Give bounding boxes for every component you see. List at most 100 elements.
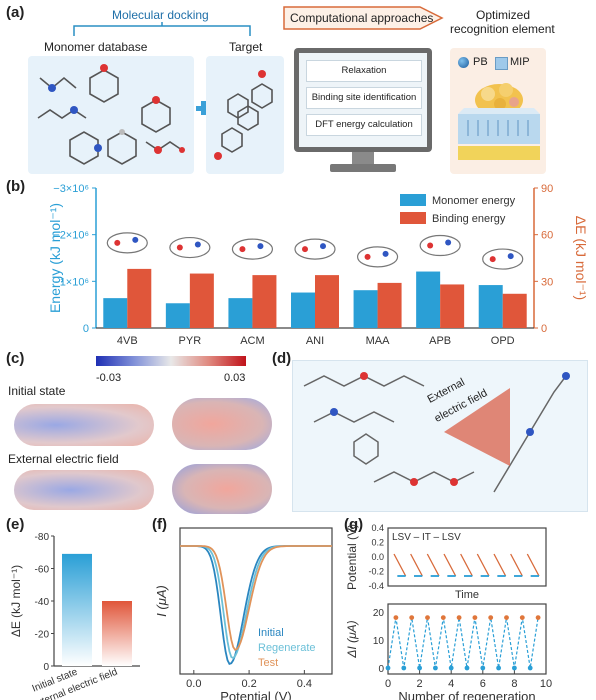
category-label: 4VB [117, 335, 138, 347]
legend-label-monomer: Monomer energy [432, 195, 516, 207]
top-y-tick-label: -0.4 [368, 581, 384, 591]
regeneration-point [385, 665, 391, 671]
molecule-atom-o [302, 246, 308, 253]
binding-energy-chart: −3×10⁶ −2×10⁶ −1×10⁶ 0 90 60 30 0 Energy (kJ mol… [47, 183, 589, 347]
esp-color-scale [96, 356, 246, 366]
potential-sweep [426, 553, 440, 577]
potential-sweep [460, 553, 473, 577]
target-molecule-icon [214, 70, 273, 160]
right-tick-label: 30 [541, 276, 553, 288]
regeneration-point [472, 615, 478, 620]
regeneration-line [387, 617, 539, 669]
step-binding-site: Binding site identification [306, 87, 422, 109]
regeneration-point [504, 615, 509, 620]
x-tick-label: 6 [480, 678, 486, 690]
molecule-glyph [356, 246, 399, 268]
monitor-stand [352, 152, 374, 164]
monomer-database-label: Monomer database [44, 40, 148, 54]
monomer-molecules-icon [37, 64, 185, 165]
top-y-axis-title: Potential (V) [345, 524, 359, 590]
left-tick-label: 0 [83, 323, 89, 335]
potential-sweep [476, 553, 490, 577]
optimized-label-line2: recognition element [450, 22, 555, 36]
molecule-atom-n [320, 243, 326, 250]
mip-legend-label: MIP [510, 56, 530, 68]
legend-label-initial: Initial [258, 627, 284, 639]
regeneration-point [440, 615, 446, 620]
regeneration-point [393, 615, 399, 620]
molecule-atom-n [507, 253, 514, 260]
x-tick-label: 8 [511, 678, 517, 690]
potential-sweep [493, 553, 507, 577]
molecule-atom-o [114, 239, 121, 246]
top-plot-frame [387, 527, 547, 587]
potential-sweep [393, 553, 407, 577]
scheme-label: LSV – IT – LSV [392, 532, 461, 543]
y-tick-label: 10 [373, 636, 385, 647]
target-label: Target [229, 40, 263, 54]
potential-sweep [510, 553, 523, 577]
scale-max-label: 0.03 [224, 372, 246, 384]
molecule-atom-n [194, 241, 201, 248]
plus-icon [195, 100, 211, 116]
potential-sweep [410, 553, 423, 577]
molecular-docking-title: Molecular docking [112, 8, 209, 22]
electrode-icon [458, 83, 540, 160]
x-tick-label: 0.4 [297, 678, 312, 690]
panel-b-label: (b) [6, 178, 26, 195]
x-axis-title: Potential (V) [220, 689, 292, 700]
bar-binding-energy [315, 275, 339, 328]
regeneration-point [527, 665, 533, 671]
regeneration-point [433, 665, 438, 671]
molecule-atom-o [364, 253, 371, 260]
category-label: MAA [366, 335, 391, 347]
esp-surface-initial-target [172, 398, 272, 450]
y-axis-title: I (μA) [154, 585, 169, 617]
regeneration-point [496, 665, 501, 671]
legend-swatch-binding [400, 212, 426, 224]
regeneration-point [512, 665, 517, 671]
bar-monomer-energy [103, 298, 128, 328]
molecule-glyph [231, 238, 274, 260]
monitor-base [330, 164, 396, 172]
potential-sweep [526, 553, 540, 577]
top-y-tick-label: -0.2 [368, 567, 384, 577]
molecule-atom-o [489, 256, 496, 263]
y-axis-title: ΔE (kJ mol⁻¹) [9, 565, 23, 637]
regeneration-point [535, 615, 541, 620]
regeneration-point [456, 615, 462, 620]
category-label: ACM [240, 335, 264, 347]
pb-legend-label: PB [473, 56, 488, 68]
regeneration-point [480, 665, 486, 671]
left-axis-title: Energy (kJ mol⁻¹) [47, 203, 63, 313]
bar-binding-energy [127, 268, 152, 328]
initial-state-label: Initial state [8, 384, 66, 398]
bar-monomer-energy [165, 303, 190, 328]
panel-e-label: (e) [6, 516, 25, 533]
molecule-glyph [106, 232, 148, 254]
scale-min-label: -0.03 [96, 372, 122, 384]
left-tick-label: −3×10⁶ [53, 183, 89, 195]
category-label: PYR [179, 335, 202, 347]
right-axis-title: ΔE (kJ mol⁻¹) [573, 216, 589, 300]
right-tick-label: 90 [541, 183, 553, 195]
bar-binding-energy [377, 282, 402, 328]
y-tick-label: 20 [373, 608, 385, 619]
panel-a-label: (a) [6, 4, 25, 21]
regeneration-point [417, 665, 422, 671]
molecule-glyph [169, 236, 211, 259]
molecule-glyph [419, 234, 461, 257]
right-tick-label: 0 [541, 323, 547, 335]
legend-swatch-monomer [400, 194, 426, 206]
panel-g-label: (g) [344, 516, 364, 533]
x-tick-label: 10 [540, 678, 552, 690]
bar-binding-energy [502, 293, 527, 328]
regeneration-point [519, 615, 525, 620]
right-tick-label: 60 [541, 230, 553, 242]
monomer-database-box [28, 56, 194, 174]
molecule-atom-n [132, 236, 139, 243]
bar-monomer-energy [291, 292, 315, 328]
molecule-atom-o [427, 242, 434, 249]
esp-surface-field-monomer [14, 470, 154, 510]
regeneration-point [401, 665, 407, 671]
